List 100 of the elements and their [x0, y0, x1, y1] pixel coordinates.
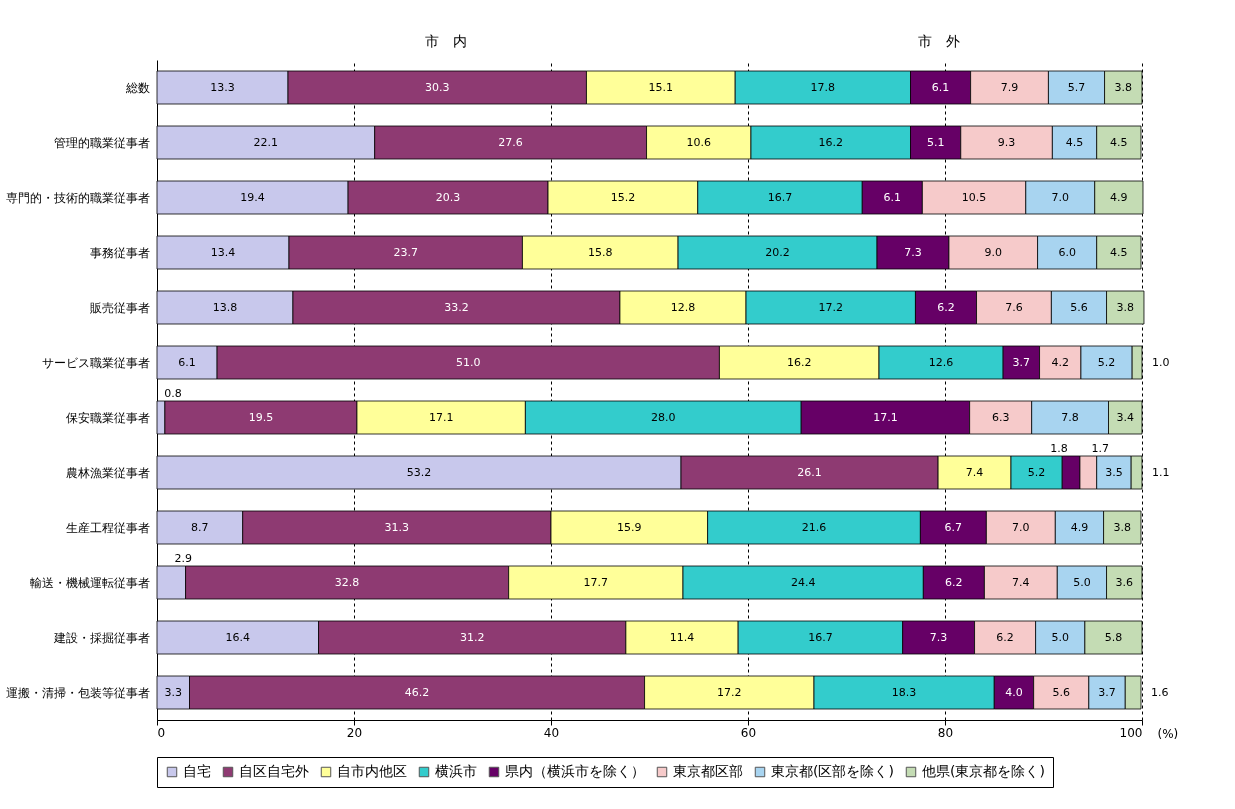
data-label: 6.1 — [883, 190, 902, 204]
legend-label: 他県(東京都を除く) — [922, 763, 1045, 779]
data-label: 1.7 — [1091, 441, 1110, 455]
y-tick-label: 管理的職業従事者 — [53, 135, 150, 150]
data-label: 4.2 — [1051, 355, 1069, 369]
data-label: 16.2 — [818, 135, 843, 149]
data-label: 5.6 — [1070, 300, 1088, 314]
data-label: 5.8 — [1104, 630, 1123, 644]
y-tick-label: 農林漁業従事者 — [65, 465, 150, 480]
data-label: 3.7 — [1098, 685, 1116, 699]
data-label: 24.4 — [790, 575, 816, 589]
y-tick-label: 建設・採掘従事者 — [52, 630, 150, 645]
x-tick-label: 40 — [543, 725, 560, 740]
data-label: 8.7 — [191, 520, 209, 534]
data-label: 4.0 — [1005, 685, 1023, 699]
data-label: 13.8 — [212, 300, 238, 314]
legend-label: 自宅 — [183, 763, 211, 779]
data-label: 5.1 — [926, 135, 945, 149]
data-label: 7.6 — [1005, 300, 1023, 314]
data-label: 1.6 — [1151, 685, 1169, 699]
data-label: 23.7 — [393, 245, 418, 259]
data-label: 7.3 — [929, 630, 948, 644]
data-label: 6.2 — [996, 630, 1014, 644]
data-label: 5.6 — [1052, 685, 1070, 699]
data-label: 16.7 — [767, 190, 793, 204]
data-label: 0.8 — [164, 386, 182, 400]
x-axis-title: (%) — [1157, 726, 1179, 741]
data-label: 6.2 — [945, 575, 963, 589]
data-label: 20.3 — [435, 190, 461, 204]
data-label: 17.8 — [810, 80, 836, 94]
data-label: 3.8 — [1113, 520, 1132, 534]
data-label: 4.9 — [1070, 520, 1089, 534]
data-label: 4.5 — [1110, 135, 1128, 149]
legend-label: 横浜市 — [435, 763, 477, 779]
data-label: 5.2 — [1027, 465, 1046, 479]
data-label: 12.6 — [928, 355, 954, 369]
data-label: 30.3 — [424, 80, 450, 94]
data-label: 28.0 — [651, 410, 676, 424]
y-tick-label: 輸送・機械運転従事者 — [29, 575, 150, 590]
data-label: 1.0 — [1152, 355, 1170, 369]
y-tick-label: 総数 — [124, 80, 150, 95]
data-label: 3.8 — [1116, 300, 1135, 314]
x-tick-label: 20 — [346, 725, 363, 740]
data-label: 7.3 — [904, 245, 922, 259]
data-label: 9.0 — [984, 245, 1003, 259]
data-label: 17.2 — [818, 300, 843, 314]
data-label: 33.2 — [444, 300, 469, 314]
data-label: 7.0 — [1012, 520, 1030, 534]
data-label: 6.3 — [991, 410, 1010, 424]
data-label: 5.0 — [1051, 630, 1069, 644]
data-label: 4.9 — [1110, 190, 1128, 204]
data-label: 46.2 — [404, 685, 430, 699]
data-label: 17.1 — [873, 410, 898, 424]
data-label: 11.4 — [669, 630, 695, 644]
data-label: 16.7 — [808, 630, 833, 644]
data-label: 7.0 — [1051, 190, 1069, 204]
data-label: 16.2 — [786, 355, 812, 369]
data-label: 5.2 — [1097, 355, 1116, 369]
data-label: 2.9 — [174, 551, 193, 565]
data-label: 32.8 — [334, 575, 360, 589]
data-label: 16.4 — [225, 630, 251, 644]
data-label: 5.7 — [1067, 80, 1086, 94]
text: 市 内 — [425, 33, 468, 49]
data-label: 10.5 — [961, 190, 987, 204]
data-label: 6.2 — [937, 300, 955, 314]
data-label: 26.1 — [797, 465, 822, 479]
data-label: 13.4 — [210, 245, 236, 259]
data-label: 27.6 — [498, 135, 523, 149]
data-label: 7.4 — [1012, 575, 1030, 589]
data-label: 31.3 — [384, 520, 410, 534]
data-label: 3.8 — [1114, 80, 1133, 94]
data-label: 1.8 — [1050, 441, 1068, 455]
data-label: 7.8 — [1061, 410, 1079, 424]
x-tick-label: 100 — [1119, 725, 1143, 740]
data-label: 6.7 — [944, 520, 963, 534]
data-label: 4.5 — [1110, 245, 1128, 259]
data-label: 6.1 — [178, 355, 196, 369]
data-label: 20.2 — [765, 245, 790, 259]
data-label: 13.3 — [210, 80, 235, 94]
legend-label: 東京都(区部を除く) — [771, 763, 894, 779]
text: 市 外 — [917, 33, 960, 49]
data-label: 15.2 — [610, 190, 636, 204]
data-label: 4.5 — [1065, 135, 1084, 149]
legend-label: 県内（横浜市を除く） — [505, 763, 645, 779]
data-label: 19.5 — [248, 410, 274, 424]
data-label: 3.4 — [1116, 410, 1135, 424]
legend-label: 自市内他区 — [337, 763, 407, 779]
data-label: 7.4 — [965, 465, 984, 479]
data-label: 15.9 — [617, 520, 642, 534]
data-label: 1.1 — [1152, 465, 1170, 479]
y-tick-label: 運搬・清掃・包装等従事者 — [5, 685, 150, 700]
data-label: 53.2 — [406, 465, 432, 479]
data-label: 3.3 — [164, 685, 182, 699]
y-tick-label: サービス職業従事者 — [41, 355, 150, 370]
data-label: 19.4 — [240, 190, 265, 204]
y-tick-label: 専門的・技術的職業従事者 — [5, 190, 150, 205]
x-tick-label: 0 — [157, 725, 166, 740]
data-label: 31.2 — [459, 630, 485, 644]
data-label: 3.6 — [1115, 575, 1134, 589]
data-label: 22.1 — [253, 135, 279, 149]
